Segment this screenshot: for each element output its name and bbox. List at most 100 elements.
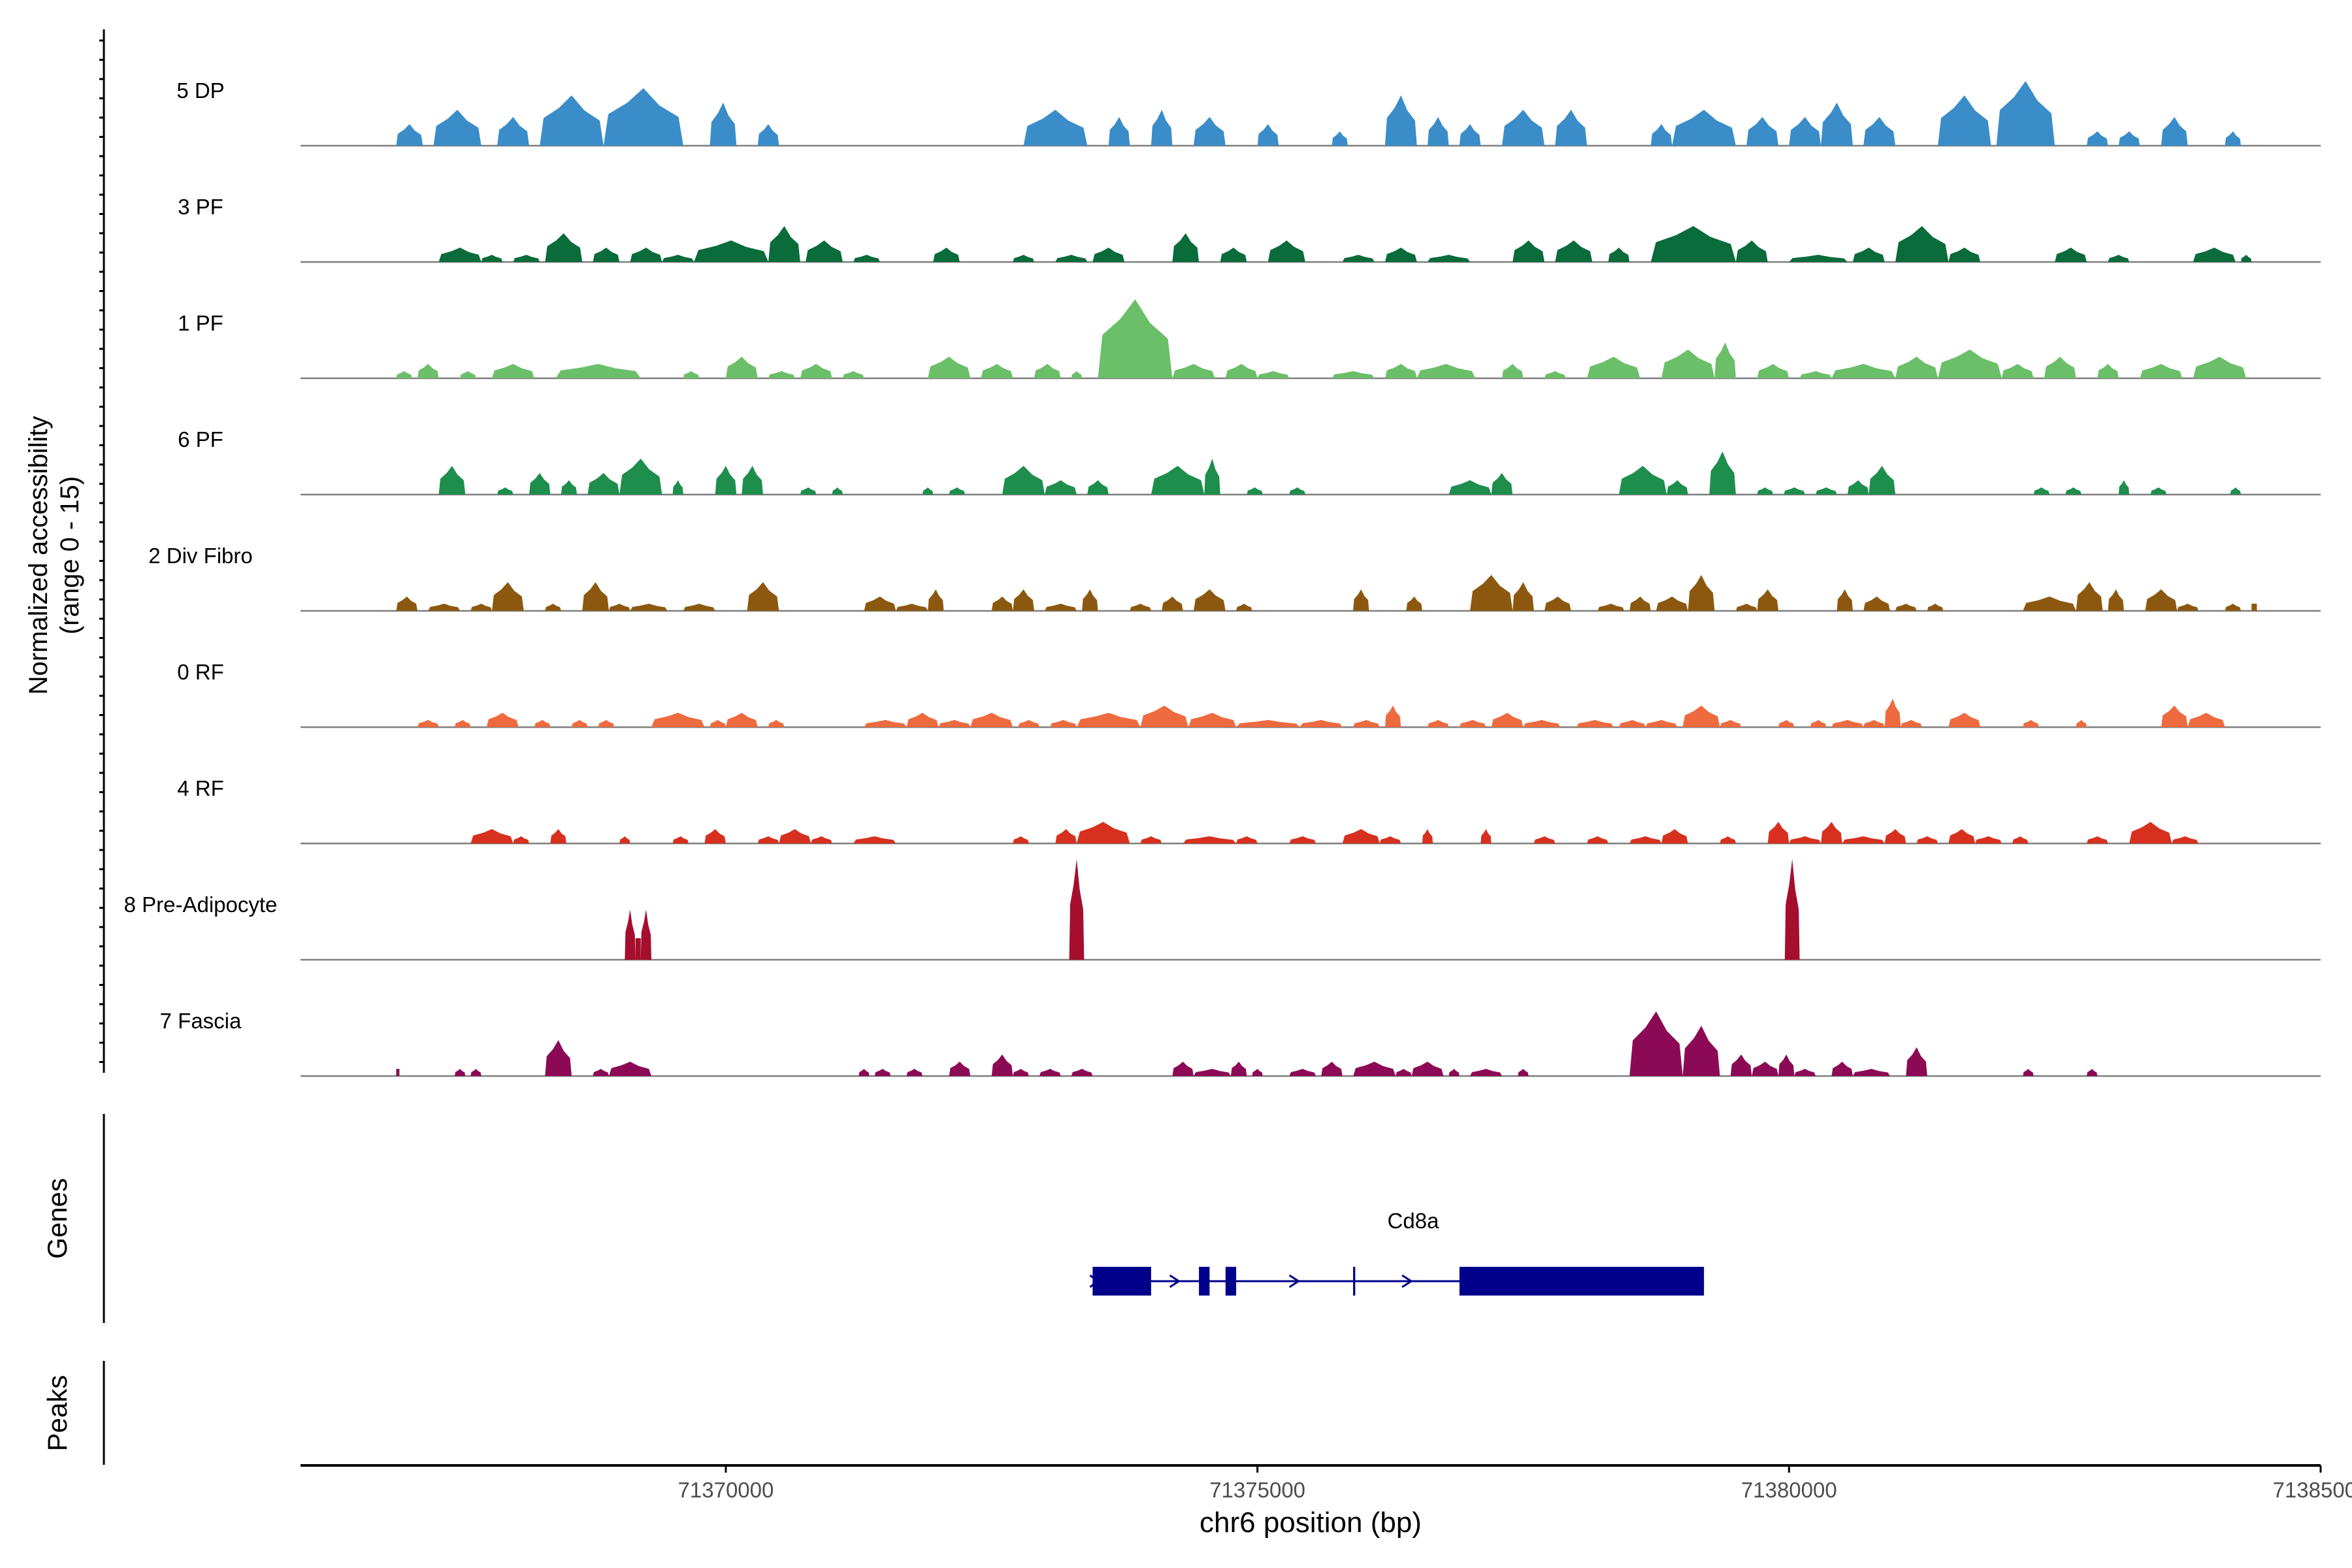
coverage-peak: [1682, 706, 1720, 727]
coverage-peak: [1821, 103, 1853, 146]
coverage-peak: [2023, 720, 2039, 727]
coverage-peak: [1688, 575, 1715, 611]
coverage-peak: [470, 604, 492, 611]
peaks-track-label: Peaks: [42, 1375, 73, 1452]
coverage-peak: [1863, 720, 1885, 727]
coverage-peak: [853, 836, 896, 843]
coverage-peak: [2076, 720, 2087, 727]
coverage-peak: [2012, 836, 2029, 843]
coverage-peak: [1799, 371, 1832, 378]
coverage-peak: [1752, 1062, 1779, 1076]
coverage-peak: [1470, 575, 1513, 611]
coverage-peak: [1975, 836, 2002, 843]
coverage-peak: [2161, 706, 2188, 727]
coverage-peak: [1428, 255, 1471, 262]
coverage-peak: [1204, 459, 1220, 495]
coverage-peak: [2108, 255, 2130, 262]
track-7-fascia: 7 Fascia: [160, 1009, 2321, 1077]
coverage-peak: [2065, 487, 2082, 495]
coverage-peak: [1172, 364, 1215, 378]
coverage-peak: [1045, 480, 1077, 495]
coverage-peak: [1735, 240, 1768, 262]
coverage-peak: [2187, 713, 2225, 727]
coverage-peak: [1013, 255, 1034, 262]
coverage-peak: [1230, 1062, 1247, 1076]
coverage-peak: [1448, 480, 1492, 495]
coverage-peak: [1730, 1054, 1752, 1076]
coverage-peak: [529, 473, 551, 495]
coverage-peak: [1289, 836, 1316, 843]
coverage-peak: [970, 713, 1013, 727]
coverage-peak: [587, 473, 620, 495]
coverage-peak: [1299, 720, 1343, 727]
coverage-peak: [2086, 1069, 2098, 1076]
coverage-peak: [1013, 836, 1029, 843]
coverage-peak: [1816, 487, 1837, 495]
coverage-peak: [2145, 589, 2178, 611]
coverage-peak: [2118, 480, 2130, 495]
coverage-peak: [1257, 124, 1279, 146]
x-tick-label: 71380000: [1741, 1478, 1837, 1502]
coverage-peak: [1071, 371, 1083, 378]
track-label: 1 PF: [178, 311, 223, 335]
track-6-pf: 6 PF: [178, 427, 2321, 496]
coverage-peak: [2129, 822, 2172, 843]
coverage-peak: [1656, 596, 1688, 611]
coverage-peak: [1512, 582, 1534, 611]
coverage-peak: [1092, 248, 1125, 262]
coverage-peak: [1055, 255, 1088, 262]
coverage-peak: [1140, 706, 1188, 727]
coverage-peak: [454, 720, 471, 727]
coverage-peak: [1050, 720, 1077, 727]
coverage-peak: [1661, 350, 1715, 378]
strand-arrow: [1288, 1274, 1301, 1288]
coverage-peak: [2177, 604, 2198, 611]
coverage-peak: [1852, 248, 1885, 262]
coverage-peak: [1076, 822, 1130, 843]
gene-track: Cd8a: [1089, 1209, 1705, 1296]
coverage-peak: [1735, 604, 1757, 611]
coverage-peak: [1406, 596, 1422, 611]
coverage-peak: [1618, 466, 1667, 495]
coverage-peak: [2033, 487, 2050, 495]
coverage-peak: [1714, 342, 1736, 378]
coverage-peak: [1650, 226, 1736, 262]
coverage-peak: [1629, 836, 1662, 843]
coverage-peak: [1895, 226, 1949, 262]
coverage-peak: [1448, 1069, 1460, 1076]
coverage-peak: [779, 829, 811, 843]
coverage-peak: [1470, 1069, 1502, 1076]
coverage-peak: [454, 1069, 466, 1076]
coverage-peak: [598, 720, 615, 727]
coverage-peak: [438, 248, 482, 262]
coverage-peak: [1597, 604, 1625, 611]
coverage-peak: [2225, 604, 2241, 611]
x-tick-label: 71370000: [678, 1478, 774, 1502]
coverage-peak: [630, 248, 662, 262]
coverage-peak: [433, 110, 482, 146]
coverage-peak: [1767, 822, 1789, 843]
gene-exon: [1459, 1267, 1705, 1296]
coverage-peak: [1778, 720, 1795, 727]
coverage-peak: [1789, 117, 1821, 146]
coverage-peak: [1794, 1069, 1816, 1076]
coverage-peak: [928, 589, 944, 611]
coverage-peak: [1045, 604, 1077, 611]
coverage-peak: [1784, 487, 1805, 495]
coverage-peak: [470, 1069, 482, 1076]
coverage-peak: [1938, 350, 2002, 378]
coverage-peak: [460, 371, 476, 378]
coverage-peak: [1608, 248, 1630, 262]
coverage-peak: [1247, 487, 1263, 495]
coverage-peak: [1151, 466, 1205, 495]
coverage-peak: [1353, 720, 1380, 727]
gene-exon: [1225, 1267, 1237, 1296]
track-label: 2 Div Fibro: [148, 544, 253, 568]
coverage-peak: [1087, 480, 1109, 495]
coverage-peak: [1512, 240, 1545, 262]
coverage-peak: [1789, 255, 1848, 262]
coverage-peak: [571, 720, 588, 727]
coverage-peak: [1034, 364, 1061, 378]
x-tick-label: 71385000: [2273, 1478, 2352, 1502]
coverage-peak: [1267, 240, 1305, 262]
